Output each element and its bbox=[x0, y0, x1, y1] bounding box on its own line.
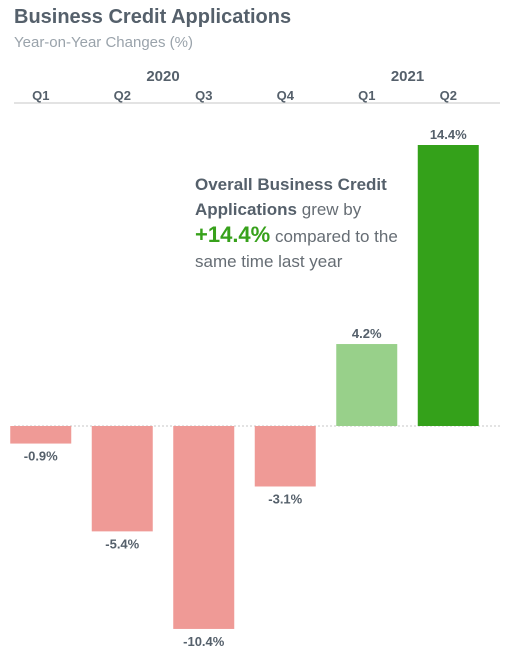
chart-subtitle: Year-on-Year Changes (%) bbox=[14, 34, 193, 51]
bar bbox=[91, 426, 153, 532]
annotation: Overall Business Credit Applications gre… bbox=[195, 172, 435, 274]
year-label: 2020 bbox=[146, 68, 179, 85]
annotation-bold-text: Overall Business Credit Applications bbox=[195, 175, 387, 219]
bar-value-label: -0.9% bbox=[24, 449, 58, 464]
bar bbox=[336, 344, 398, 426]
bar bbox=[173, 426, 235, 629]
bar-value-label: 14.4% bbox=[430, 127, 467, 142]
bar-value-label: -10.4% bbox=[183, 634, 225, 649]
quarter-label: Q1 bbox=[32, 88, 49, 103]
bar bbox=[254, 426, 316, 487]
bar bbox=[10, 426, 72, 444]
quarter-label: Q4 bbox=[277, 88, 295, 103]
bar bbox=[417, 145, 479, 426]
quarter-label: Q2 bbox=[114, 88, 131, 103]
annotation-highlight: +14.4% bbox=[195, 222, 271, 247]
bar-value-label: -5.4% bbox=[105, 536, 139, 551]
quarter-label: Q2 bbox=[440, 88, 457, 103]
annotation-text-1: grew by bbox=[297, 200, 362, 219]
year-label: 2021 bbox=[391, 68, 424, 85]
chart-title: Business Credit Applications bbox=[14, 6, 292, 28]
annotation-text-2: compared to the same time last year bbox=[195, 227, 398, 271]
bar-value-label: 4.2% bbox=[352, 326, 382, 341]
quarter-label: Q1 bbox=[358, 88, 375, 103]
quarter-label: Q3 bbox=[195, 88, 212, 103]
bar-value-label: -3.1% bbox=[268, 491, 302, 506]
